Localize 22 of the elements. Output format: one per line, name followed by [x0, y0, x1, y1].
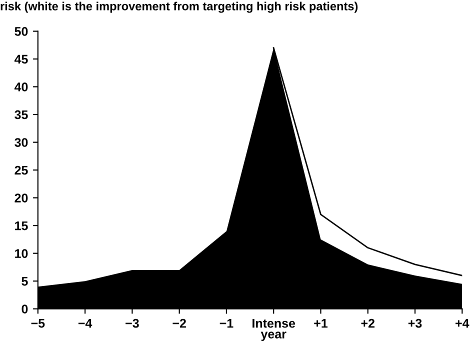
y-tick-label: 35	[14, 110, 28, 120]
x-tick-label: −5	[31, 319, 45, 328]
x-tick-label: +1	[314, 319, 328, 328]
y-tick-label: 20	[14, 194, 28, 202]
y-tick-label: 10	[15, 249, 28, 258]
x-tick-label: +3	[408, 318, 422, 328]
x-tick-label: Intense year	[252, 319, 296, 341]
y-tick-label: 15	[15, 221, 28, 230]
x-tick-label: −1	[220, 319, 234, 328]
x-tick-label: +2	[361, 318, 374, 328]
y-tick-label: 40	[14, 82, 28, 92]
y-tick-label: 25	[14, 166, 28, 175]
x-tick-label: −3	[126, 318, 139, 328]
y-tick-label: 50	[14, 27, 28, 36]
chart-title: risk (white is the improvement from targeting high risk patients)	[0, 2, 358, 13]
y-tick-label: 45	[14, 54, 28, 64]
x-tick-label: +4	[456, 319, 470, 328]
x-tick-label: −4	[78, 319, 92, 328]
y-tick-label: 0	[22, 304, 28, 314]
x-tick-label: −2	[172, 318, 186, 328]
y-tick-label: 30	[14, 138, 28, 147]
y-tick-label: 5	[22, 277, 28, 286]
